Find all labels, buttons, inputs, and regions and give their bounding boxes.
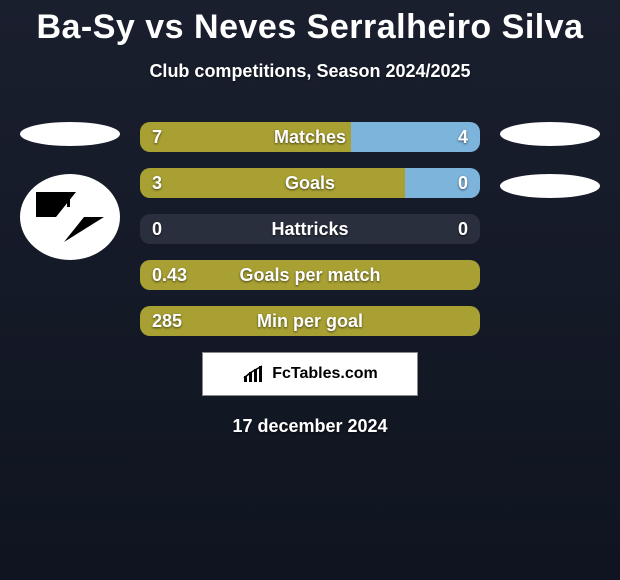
bar-value-left: 0 <box>152 214 162 244</box>
bar-value-left: 285 <box>152 306 182 336</box>
bar-row: Goals per match0.43 <box>140 260 480 290</box>
comparison-content: Matches74Goals30Hattricks00Goals per mat… <box>0 122 620 437</box>
subtitle: Club competitions, Season 2024/2025 <box>0 61 620 82</box>
bar-value-right: 4 <box>458 122 468 152</box>
academica-badge-icon <box>31 187 109 247</box>
player-photo-placeholder-left <box>20 122 120 146</box>
bar-value-left: 7 <box>152 122 162 152</box>
bar-row: Min per goal285 <box>140 306 480 336</box>
bar-label: Min per goal <box>140 306 480 336</box>
page-title: Ba-Sy vs Neves Serralheiro Silva <box>0 0 620 47</box>
bar-row: Goals3 0 <box>140 168 480 198</box>
bar-value-left: 0.43 <box>152 260 187 290</box>
player-photo-placeholder-right-2 <box>500 174 600 198</box>
bar-row: Matches7 4 <box>140 122 480 152</box>
bar-label: Matches <box>140 122 480 152</box>
brand-box: FcTables.com <box>202 352 418 396</box>
bar-row: Hattricks0 0 <box>140 214 480 244</box>
brand-text: FcTables.com <box>272 365 378 383</box>
player-photo-placeholder-right-1 <box>500 122 600 146</box>
bar-label: Hattricks <box>140 214 480 244</box>
bar-chart-icon <box>242 364 266 384</box>
right-player-column <box>490 122 610 226</box>
bar-value-left: 3 <box>152 168 162 198</box>
bar-value-right: 0 <box>458 168 468 198</box>
comparison-bars: Matches74Goals30Hattricks00Goals per mat… <box>140 122 480 336</box>
bar-label: Goals <box>140 168 480 198</box>
club-badge-left <box>20 174 120 260</box>
date-text: 17 december 2024 <box>0 416 620 437</box>
bar-label: Goals per match <box>140 260 480 290</box>
bar-value-right: 0 <box>458 214 468 244</box>
left-player-column <box>10 122 130 260</box>
